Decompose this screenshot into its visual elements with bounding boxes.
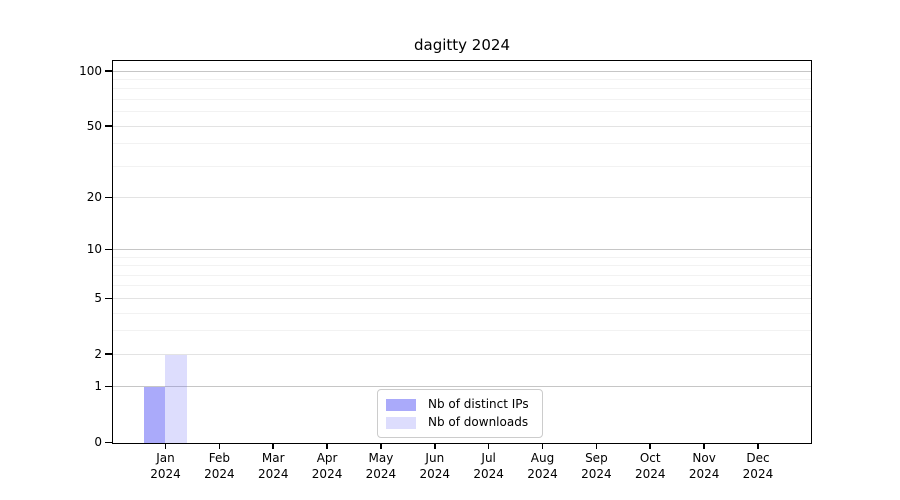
- decade-gridline: [113, 249, 811, 251]
- x-tick-mark: [649, 444, 651, 449]
- x-tick-mark: [541, 444, 544, 449]
- minor-gridline: [113, 111, 811, 113]
- x-tick-label: Jul 2024: [473, 451, 504, 481]
- minor-gridline: [113, 165, 811, 167]
- minor-gridline: [113, 99, 811, 101]
- y-tick-label: 1: [94, 379, 102, 394]
- x-tick-label: Nov 2024: [688, 451, 720, 481]
- x-tick-mark: [595, 444, 598, 449]
- legend: Nb of distinct IPs Nb of downloads: [377, 389, 543, 438]
- x-tick-label: Jan 2024: [150, 451, 181, 481]
- decade-gridline: [113, 386, 811, 388]
- plot-area: [112, 60, 812, 444]
- minor-gridline: [113, 330, 811, 332]
- major-gridline: [113, 297, 811, 299]
- minor-gridline: [113, 285, 811, 287]
- y-tick-label: 2: [94, 346, 102, 361]
- x-tick-label: Apr 2024: [311, 451, 343, 481]
- y-tick-label: 100: [79, 63, 102, 78]
- x-tick-label: Jun 2024: [419, 451, 451, 481]
- minor-gridline: [113, 256, 811, 258]
- bar-downloads: [165, 354, 187, 443]
- x-tick-label: Dec 2024: [742, 451, 774, 481]
- minor-gridline: [113, 274, 811, 276]
- minor-gridline: [113, 79, 811, 81]
- minor-gridline: [113, 265, 811, 267]
- x-tick-mark: [164, 444, 167, 449]
- chart-title: dagitty 2024: [414, 36, 510, 54]
- y-tick-mark: [105, 385, 112, 388]
- legend-label-downloads: Nb of downloads: [428, 415, 529, 429]
- x-tick-mark: [218, 444, 221, 449]
- x-tick-mark: [757, 444, 759, 449]
- y-tick-mark: [105, 441, 112, 444]
- y-tick-label: 5: [94, 290, 102, 305]
- legend-swatch-distinct-ips: [386, 398, 416, 411]
- legend-label-distinct-ips: Nb of distinct IPs: [428, 397, 529, 411]
- x-tick-label: May 2024: [365, 451, 397, 481]
- x-tick-label: Sep 2024: [581, 451, 612, 481]
- x-tick-mark: [272, 444, 274, 449]
- y-tick-label: 10: [86, 242, 102, 257]
- x-tick-mark: [703, 444, 705, 449]
- y-tick-mark: [105, 353, 112, 355]
- legend-swatch-downloads: [386, 416, 416, 429]
- y-tick-mark: [105, 196, 112, 199]
- y-tick-mark: [105, 70, 112, 72]
- x-tick-mark: [434, 444, 436, 449]
- major-gridline: [113, 125, 811, 127]
- x-tick-label: Aug 2024: [527, 451, 558, 481]
- y-tick-mark: [105, 297, 112, 300]
- y-tick-mark: [105, 125, 112, 127]
- x-tick-label: Feb 2024: [204, 451, 235, 481]
- y-tick-label: 0: [94, 435, 102, 449]
- x-tick-mark: [326, 444, 328, 449]
- minor-gridline: [113, 88, 811, 90]
- x-tick-label: Mar 2024: [257, 451, 289, 481]
- major-gridline: [113, 197, 811, 199]
- minor-gridline: [113, 143, 811, 145]
- legend-item-distinct-ips: Nb of distinct IPs: [386, 396, 534, 413]
- y-tick-label: 20: [86, 190, 102, 205]
- legend-item-downloads: Nb of downloads: [386, 414, 534, 431]
- y-tick-mark: [105, 248, 112, 251]
- decade-gridline: [113, 70, 811, 72]
- x-tick-mark: [487, 444, 490, 449]
- x-tick-label: Oct 2024: [634, 451, 666, 481]
- y-tick-label: 50: [86, 118, 102, 133]
- bar-distinct-ips: [143, 387, 165, 443]
- major-gridline: [113, 353, 811, 355]
- x-tick-mark: [380, 444, 382, 449]
- minor-gridline: [113, 312, 811, 314]
